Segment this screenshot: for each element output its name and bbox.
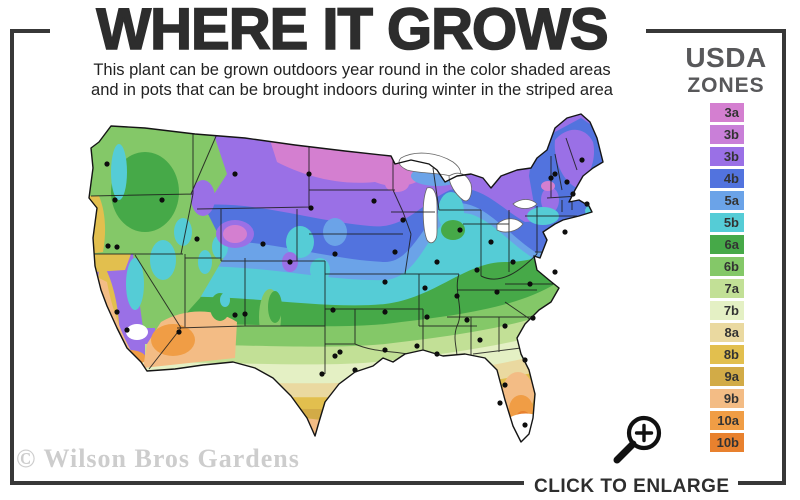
legend-zone-5-5b: 5b: [710, 213, 744, 232]
subtitle: This plant can be grown outdoors year ro…: [0, 61, 704, 100]
legend-zone-15-10b: 10b: [710, 433, 744, 452]
legend-zone-14-10a: 10a: [710, 411, 744, 430]
legend-title-usda: USDA: [685, 42, 767, 73]
legend-zone-8-7a: 7a: [710, 279, 744, 298]
subtitle-line-2: and in pots that can be brought indoors …: [91, 80, 613, 99]
legend-zone-10-8a: 8a: [710, 323, 744, 342]
usda-zones-legend: 3a 3b 3b 4b 5a 5b 6a 6b 7a 7b 8a 8b 9a 9b 10a 10b: [710, 103, 744, 455]
frame-gap-cta: [524, 478, 738, 490]
legend-zone-6-6a: 6a: [710, 235, 744, 254]
watermark: © Wilson Bros Gardens: [16, 444, 300, 473]
magnifier-zoom-icon[interactable]: [598, 408, 670, 472]
city-dots: [104, 157, 590, 428]
legend-zone-1-3b: 3b: [710, 125, 744, 144]
subtitle-line-1: This plant can be grown outdoors year ro…: [93, 61, 611, 79]
legend-title-zones: ZONES: [687, 74, 765, 97]
usda-zone-map[interactable]: [85, 112, 630, 452]
zone-bands: [89, 114, 603, 442]
us-outline: [88, 113, 604, 443]
legend-zone-11-8b: 8b: [710, 345, 744, 364]
legend-zone-9-7b: 7b: [710, 301, 744, 320]
legend-zone-2-3b: 3b: [710, 147, 744, 166]
great-lakes: [398, 152, 538, 244]
legend-zone-4-5a: 5a: [710, 191, 744, 210]
page-title: WHERE IT GROWS: [96, 0, 610, 62]
legend-zone-12-9a: 9a: [710, 367, 744, 386]
frame-gap-title: [50, 24, 646, 38]
click-to-enlarge-button[interactable]: CLICK TO ENLARGE: [534, 476, 730, 497]
legend-zone-0-3a: 3a: [710, 103, 744, 122]
legend-zone-13-9b: 9b: [710, 389, 744, 408]
legend-zone-3-4b: 4b: [710, 169, 744, 188]
legend-title: USDA ZONES: [662, 42, 790, 97]
legend-zone-7-6b: 6b: [710, 257, 744, 276]
